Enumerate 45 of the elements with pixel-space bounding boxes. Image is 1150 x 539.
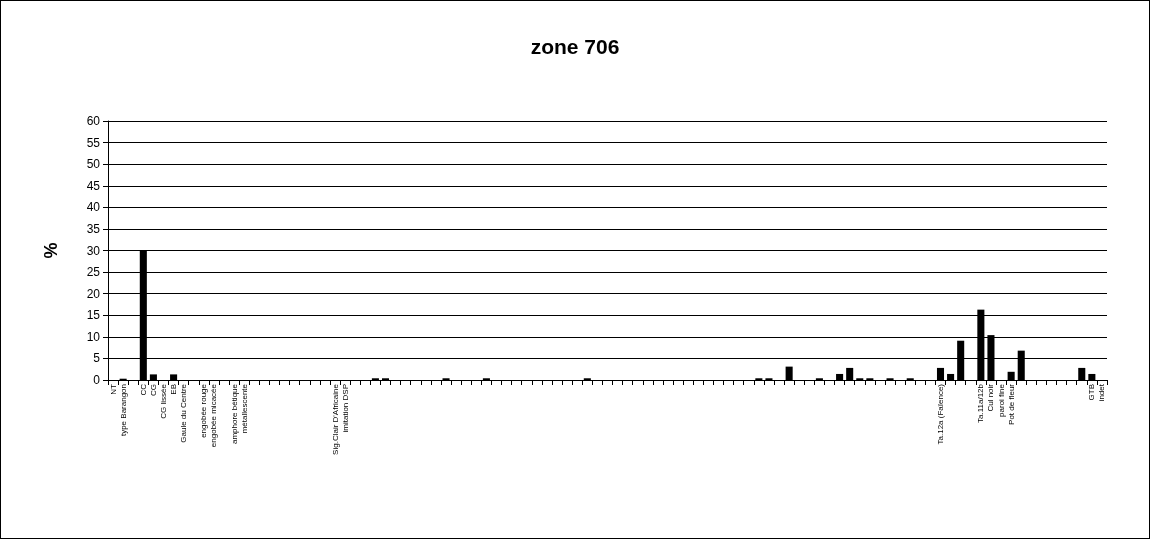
x-tick-label: Sig.Clair D'Africaine	[330, 383, 340, 455]
y-tick-label: 45	[86, 178, 101, 193]
x-tick-label: CG	[148, 384, 158, 396]
y-tick-label: 55	[86, 135, 101, 150]
x-tick-label: GTB	[1087, 384, 1097, 401]
x-tick-label: Ta.12a (Faïence)	[936, 383, 945, 445]
y-tick-label: 30	[86, 243, 101, 258]
y-tick-label: 50	[86, 157, 101, 172]
x-tick-label: CC	[138, 383, 148, 396]
x-tick-label: NT	[108, 383, 118, 395]
y-tick-label: 15	[86, 308, 101, 323]
y-tick-label: 40	[86, 200, 101, 215]
x-tick-label: engobée rouge	[199, 383, 209, 438]
bar	[947, 373, 955, 380]
x-tick-label: engobée micacée	[209, 383, 219, 448]
y-tick-label: 0	[93, 373, 101, 387]
y-tick-label: 25	[86, 265, 101, 280]
x-tick-label: Pot de fleur	[1006, 383, 1016, 425]
x-tick-label: amphore bétique	[229, 383, 239, 445]
y-tick-label: 20	[86, 286, 101, 301]
bar	[1078, 367, 1086, 380]
x-tick-label: Gaule du Centre	[179, 383, 189, 443]
bar	[149, 374, 157, 380]
x-tick-label: type Barangon	[118, 384, 128, 437]
bar	[170, 374, 178, 380]
y-axis-title: %	[41, 242, 61, 259]
chart-title: zone 706	[530, 35, 620, 58]
x-tick-label: indet	[1097, 383, 1107, 402]
x-tick-label: Cul noir	[986, 383, 996, 412]
x-tick-label: CG lissée	[159, 383, 168, 419]
y-tick-label: 10	[86, 329, 101, 344]
bar	[785, 366, 793, 380]
y-tick-label: 60	[86, 114, 101, 128]
x-tick-label: paroi fine	[996, 383, 1006, 417]
x-tick-label: EB	[169, 384, 179, 395]
y-tick-label: 5	[93, 351, 101, 366]
bar	[1007, 371, 1015, 380]
y-tick-label: 35	[86, 221, 101, 236]
bar	[936, 367, 945, 380]
bar	[1088, 373, 1096, 380]
x-tick-label: imitation DSP	[340, 384, 350, 433]
x-tick-label: métallescente	[239, 383, 249, 434]
bar	[846, 367, 854, 380]
x-tick-label: Ta.11a/12b	[976, 383, 986, 423]
bar	[836, 373, 844, 380]
